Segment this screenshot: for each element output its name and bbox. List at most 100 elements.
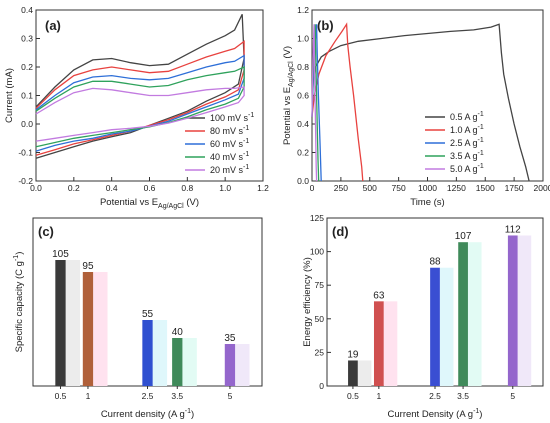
legend-sup: -1 (478, 163, 484, 170)
bar (458, 242, 468, 386)
y-axis-label: Specific capacity (C g-1) (13, 252, 25, 353)
x-axis-label-part-2: ) (479, 409, 482, 420)
bar-value-label: 19 (347, 349, 359, 360)
bar (507, 235, 518, 386)
panel-label: (b) (317, 18, 334, 33)
x-axis-label: Current Density (A g-1) (388, 408, 483, 420)
y-axis-label-part-2: (V) (282, 46, 293, 61)
y-tick-label: 100 (310, 247, 324, 257)
y-tick-label: 0.2 (297, 148, 309, 158)
y-tick-label: 0 (319, 381, 324, 391)
gcd-curve (311, 23, 530, 182)
bar (373, 301, 384, 386)
bar-shadow (152, 320, 168, 386)
bar-shadow (467, 242, 482, 386)
y-tick-label: -0.2 (18, 176, 33, 186)
legend-sup: -1 (478, 111, 484, 118)
bar (348, 360, 358, 386)
x-tick-label: 5 (510, 391, 515, 401)
legend-sup: -1 (243, 164, 249, 171)
legend-label: 80 mV s-1 (210, 125, 249, 136)
x-tick-label: 1 (86, 391, 91, 401)
y-axis-label: Potential vs EAg/AgCl (V) (282, 46, 295, 145)
legend-text: 20 mV s (210, 165, 244, 175)
cv-curve (35, 14, 245, 159)
panel-c-specific-capacity: 105 0.5 95 1 55 2.5 40 3.5 35 5 (c) Current density… (13, 217, 263, 420)
bar-value-label: 105 (52, 249, 69, 260)
x-tick-label: 1750 (505, 183, 524, 193)
y-axis-label-part-0: Potential vs E (282, 87, 293, 145)
x-tick-label: 0 (310, 183, 315, 193)
y-tick-label: 0.0 (21, 119, 33, 129)
y-tick-label: -0.1 (18, 148, 33, 158)
panel-a-cyclic-voltammetry: 0.0 0.2 0.4 0.6 0.8 1.0 1.2 -0.2 -0.1 0.0 0.1 0.2 0.… (4, 5, 269, 210)
legend-text: 80 mV s (210, 126, 244, 136)
panel-label: (d) (332, 224, 349, 239)
bar-shadow (383, 301, 398, 386)
legend-sup: -1 (243, 151, 249, 158)
bar-shadow (182, 338, 197, 386)
x-axis-label-part-2: ) (191, 409, 194, 420)
y-tick-label: 25 (315, 347, 325, 357)
bar-value-label: 55 (142, 309, 154, 320)
legend-label: 2.5 A g-1 (450, 137, 484, 148)
x-tick-label: 1.2 (257, 183, 269, 193)
y-tick-label: 0.4 (297, 119, 309, 129)
bar (142, 320, 153, 386)
x-tick-label: 750 (392, 183, 406, 193)
x-axis-label: Potential vs EAg/AgCl (V) (100, 197, 199, 210)
bar-shadow (439, 267, 454, 386)
x-tick-label: 2.5 (142, 391, 154, 401)
legend-sup: -1 (248, 112, 254, 119)
y-axis-label-part-1: Ag/AgCl (288, 61, 295, 87)
bar-shadow (357, 360, 372, 386)
x-tick-label: 1.0 (219, 183, 231, 193)
legend-label: 1.0 A g-1 (450, 124, 484, 135)
y-tick-label: 50 (315, 314, 325, 324)
bar (224, 344, 236, 386)
x-axis-label: Time (s) (410, 197, 444, 208)
legend-label: 60 mV s-1 (210, 138, 249, 149)
legend-sup: -1 (478, 150, 484, 157)
bar-shadow (65, 260, 81, 386)
x-tick-label: 1 (376, 391, 381, 401)
x-axis-label-part-2: (V) (184, 197, 199, 208)
x-tick-label: 1000 (418, 183, 437, 193)
bar-value-label: 95 (82, 261, 94, 272)
x-axis-label-part-1: Ag/AgCl (158, 203, 184, 210)
y-tick-label: 0.8 (297, 62, 309, 72)
cv-curve (35, 65, 245, 148)
legend-sup: -1 (478, 137, 484, 144)
y-tick-label: 125 (310, 213, 324, 223)
x-tick-label: 3.5 (457, 391, 469, 401)
legend-text: 60 mV s (210, 139, 244, 149)
x-tick-label: 3.5 (171, 391, 183, 401)
x-tick-label: 0.5 (55, 391, 67, 401)
bar-value-label: 107 (455, 231, 472, 242)
x-tick-label: 0.4 (106, 183, 118, 193)
x-tick-label: 1250 (447, 183, 466, 193)
x-axis-label-part-0: Potential vs E (100, 197, 158, 208)
legend-sup: -1 (243, 125, 249, 132)
legend-label: 40 mV s-1 (210, 151, 249, 162)
x-tick-label: 1500 (476, 183, 495, 193)
bar (55, 260, 66, 386)
bar-shadow (93, 272, 108, 386)
x-tick-label: 0.6 (144, 183, 156, 193)
y-axis-label: Current (mA) (4, 68, 15, 123)
y-tick-label: 0.2 (21, 62, 33, 72)
y-axis-label-part-2: ) (14, 252, 25, 255)
legend-text: 2.5 A g (450, 138, 478, 148)
bar-value-label: 112 (505, 224, 521, 235)
y-tick-label: 1.0 (297, 34, 309, 44)
legend-text: 5.0 A g (450, 164, 478, 174)
legend-label: 0.5 A g-1 (450, 111, 484, 122)
legend-sup: -1 (243, 138, 249, 145)
y-axis-label-part-0: Specific capacity (C g (14, 261, 25, 352)
legend-text: 40 mV s (210, 152, 244, 162)
legend-text: 1.0 A g (450, 125, 478, 135)
legend-label: 3.5 A g-1 (450, 150, 484, 161)
y-axis-label-part-1: -1 (13, 255, 20, 261)
y-tick-label: 0.4 (21, 5, 33, 15)
